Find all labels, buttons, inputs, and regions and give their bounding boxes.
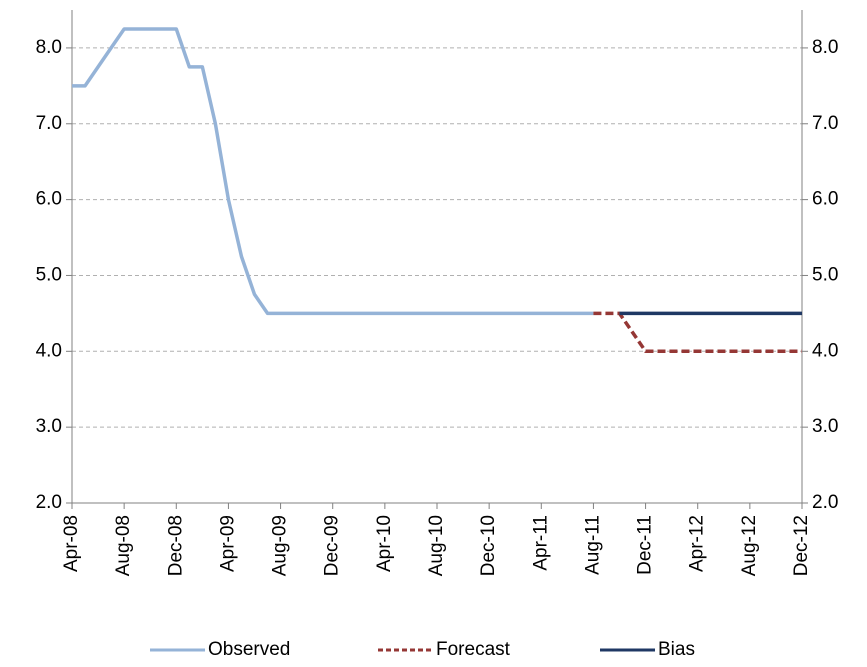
y2-tick-label: 4.0 <box>812 340 838 361</box>
x-tick-label: Aug-08 <box>113 515 134 576</box>
y-tick-label: 8.0 <box>36 37 62 58</box>
x-tick-label: Dec-12 <box>791 515 812 576</box>
y-tick-label: 3.0 <box>36 416 62 437</box>
x-tick-label: Apr-11 <box>530 515 551 571</box>
x-tick-label: Apr-10 <box>374 515 395 572</box>
x-tick-label: Dec-09 <box>322 515 343 576</box>
x-tick-label: Dec-10 <box>478 515 499 576</box>
series-line <box>72 27 594 316</box>
y2-tick-label: 2.0 <box>812 492 838 513</box>
y2-tick-label: 5.0 <box>812 264 838 285</box>
x-tick-label: Apr-08 <box>61 515 82 572</box>
x-tick-label: Dec-08 <box>165 515 186 576</box>
y2-tick-label: 3.0 <box>812 416 838 437</box>
legend-label: Observed <box>208 639 290 660</box>
y-tick-label: 6.0 <box>36 189 62 210</box>
x-tick-label: Aug-10 <box>426 515 447 576</box>
legend-label: Forecast <box>436 639 511 660</box>
legend-label: Bias <box>658 639 695 660</box>
y-tick-label: 2.0 <box>36 492 62 513</box>
x-tick-label: Apr-09 <box>217 515 238 572</box>
y2-tick-label: 8.0 <box>812 37 838 58</box>
y2-tick-label: 7.0 <box>812 113 838 134</box>
x-tick-label: Aug-11 <box>582 515 603 575</box>
x-tick-label: Aug-12 <box>739 515 760 576</box>
y-tick-label: 5.0 <box>36 264 62 285</box>
x-tick-label: Apr-12 <box>687 515 708 572</box>
y-tick-label: 4.0 <box>36 340 62 361</box>
series-line <box>593 311 802 354</box>
y-tick-label: 7.0 <box>36 113 62 134</box>
y2-tick-label: 6.0 <box>812 189 838 210</box>
x-tick-label: Aug-09 <box>270 515 291 576</box>
x-tick-label: Dec-11 <box>635 515 656 575</box>
